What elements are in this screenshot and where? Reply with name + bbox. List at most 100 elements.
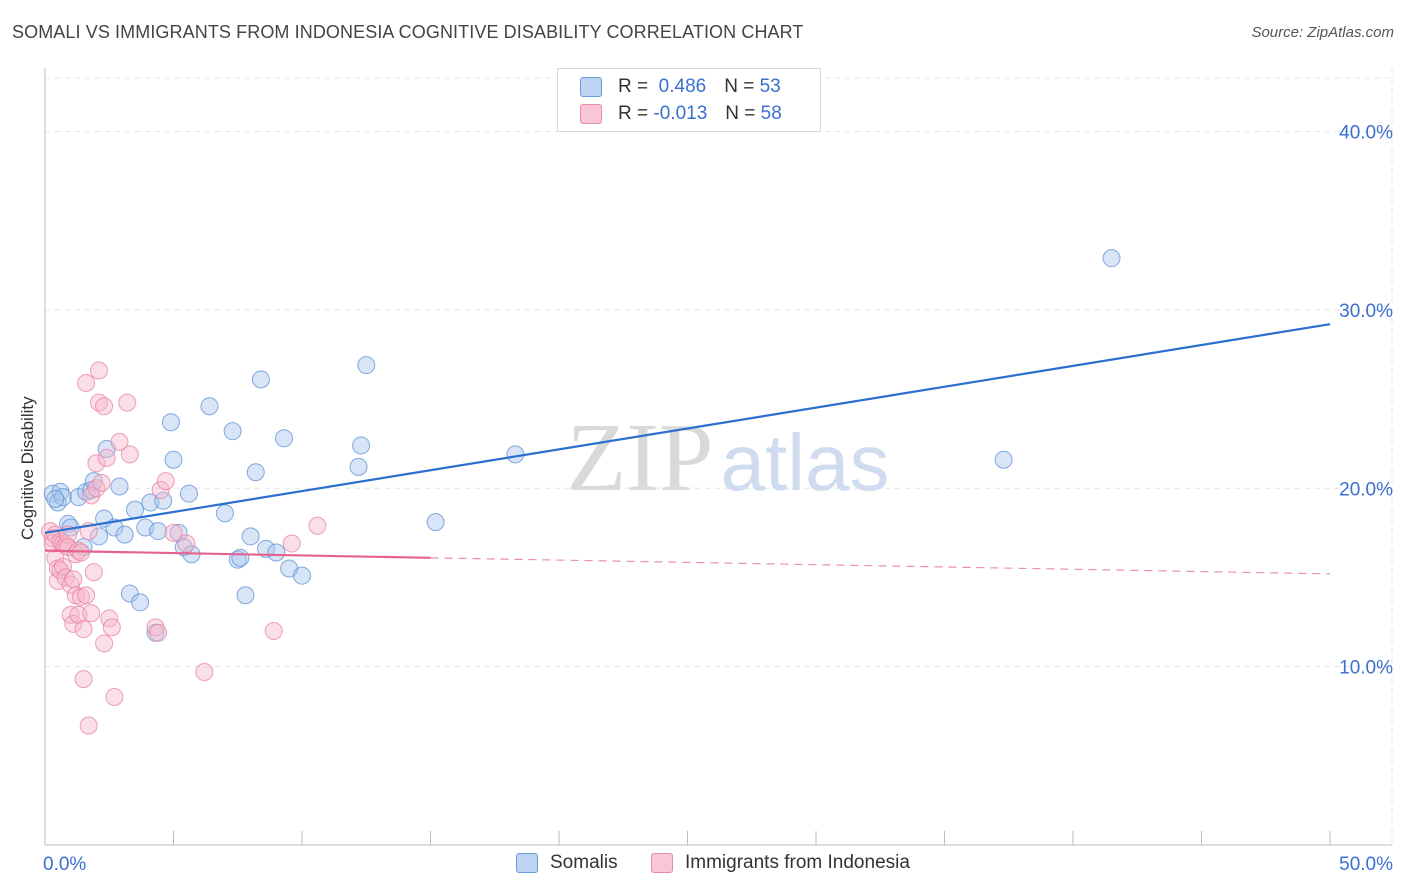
stats-legend: R = 0.486 N = 53 R = -0.013 N = 58 <box>557 68 821 132</box>
somalis-point <box>275 429 294 448</box>
somalis-swatch <box>580 77 602 97</box>
somalis-point <box>215 504 234 523</box>
somalis-point <box>246 463 265 482</box>
series-somalis <box>43 249 1121 642</box>
legend-item-somalis[interactable]: Somalis <box>516 852 618 874</box>
indonesia-point <box>120 445 139 464</box>
somalis-point <box>231 548 250 567</box>
somalis-trend-line <box>44 323 1331 534</box>
somalis-point <box>293 566 311 585</box>
somalis-legend-swatch <box>516 853 538 873</box>
indonesia-point <box>95 397 114 416</box>
indonesia-point <box>308 516 327 535</box>
y-tick-label: 10.0% <box>1339 658 1393 679</box>
somalis-point <box>1102 249 1121 268</box>
indonesia-point <box>64 614 83 633</box>
somalis-point <box>236 586 255 605</box>
indonesia-swatch <box>580 104 602 124</box>
indonesia-point <box>77 586 96 605</box>
indonesia-point <box>95 634 114 653</box>
somalis-point <box>169 523 188 542</box>
indonesia-point <box>89 361 108 380</box>
somalis-point <box>352 436 371 455</box>
somalis-point <box>46 489 65 508</box>
indonesia-point <box>82 604 101 623</box>
x-tick-label: 0.0% <box>43 854 86 875</box>
indonesia-point <box>105 687 124 706</box>
somalis-point <box>161 413 180 432</box>
somalis-point <box>115 525 134 544</box>
somalis-point <box>251 370 270 389</box>
x-tick-label: 50.0% <box>1339 854 1393 875</box>
somalis-point <box>154 491 173 510</box>
indonesia-point <box>149 623 168 642</box>
somalis-point <box>223 422 242 441</box>
somalis-point <box>43 484 62 503</box>
somalis-point <box>174 538 193 557</box>
indonesia-point <box>87 454 106 473</box>
y-axis-title: Cognitive Disability <box>18 396 37 540</box>
legend-label-indonesia: Immigrants from Indonesia <box>685 852 910 873</box>
y-tick-label: 20.0% <box>1339 479 1393 500</box>
n-label: N = <box>724 76 755 97</box>
axes <box>44 68 1393 846</box>
indonesia-point <box>87 479 106 498</box>
somalis-point <box>506 445 525 464</box>
r-label: R = <box>618 103 649 124</box>
indonesia-point <box>77 374 96 393</box>
indonesia-legend-swatch <box>651 853 673 873</box>
indonesia-point <box>195 662 214 681</box>
indonesia-point <box>64 570 83 589</box>
indonesia-point <box>79 716 98 735</box>
legend-label-somalis: Somalis <box>550 852 618 873</box>
n-value: 53 <box>759 76 781 97</box>
grid-lines <box>45 77 1392 668</box>
watermark-zip: ZIP <box>567 404 714 512</box>
somalis-point <box>164 450 183 469</box>
somalis-point <box>426 513 445 532</box>
indonesia-point <box>282 534 301 553</box>
indonesia-point <box>84 563 103 582</box>
watermark-atlas: atlas <box>721 418 890 507</box>
trend-lines <box>44 323 1331 575</box>
r-value: -0.013 <box>653 103 708 124</box>
somalis-point <box>349 457 368 476</box>
somalis-point <box>241 527 260 546</box>
indonesia-point <box>164 523 183 542</box>
indonesia-point <box>118 393 137 412</box>
somalis-point <box>120 584 139 603</box>
indonesia-point <box>74 670 93 689</box>
series-indonesia <box>41 361 327 735</box>
tick-labels: 10.0% 20.0% 30.0% 40.0% 0.0% 50.0% <box>43 123 1393 875</box>
somalis-point <box>131 593 150 612</box>
indonesia-point <box>97 448 116 467</box>
source-label: Source: ZipAtlas.com <box>1251 24 1394 41</box>
n-label: N = <box>725 103 756 124</box>
n-value: 58 <box>760 103 782 124</box>
stats-row-indonesia: R = -0.013 N = 58 <box>580 102 782 126</box>
chart-title: SOMALI VS IMMIGRANTS FROM INDONESIA COGN… <box>12 22 804 42</box>
indonesia-point <box>151 481 170 500</box>
r-label: R = <box>618 76 649 97</box>
y-tick-label: 40.0% <box>1339 123 1393 144</box>
somalis-point <box>110 477 129 496</box>
somalis-point <box>179 484 198 503</box>
somalis-point <box>357 356 376 375</box>
indonesia-trend-extension <box>430 557 1331 575</box>
indonesia-point <box>61 575 80 594</box>
indonesia-point <box>74 620 93 639</box>
somalis-point <box>994 450 1013 469</box>
indonesia-point <box>264 621 283 640</box>
stats-row-somalis: R = 0.486 N = 53 <box>580 75 781 99</box>
somalis-point <box>125 500 144 519</box>
indonesia-point <box>146 618 165 637</box>
indonesia-point <box>92 473 111 492</box>
indonesia-point <box>110 432 129 451</box>
somalis-point <box>257 539 276 558</box>
y-tick-label: 30.0% <box>1339 301 1393 322</box>
indonesia-point <box>53 557 72 576</box>
legend-item-indonesia[interactable]: Immigrants from Indonesia <box>651 852 910 874</box>
r-value: 0.486 <box>658 76 707 97</box>
somalis-point <box>267 543 286 562</box>
